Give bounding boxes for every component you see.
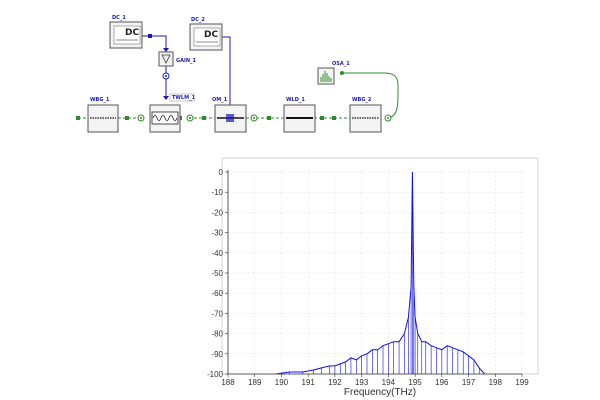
x-tick-label: 198 xyxy=(489,378,503,387)
spectrum-icon xyxy=(320,71,332,82)
y-tick-label: -30 xyxy=(211,229,223,238)
y-tick-label: -100 xyxy=(207,370,224,379)
port[interactable] xyxy=(332,116,336,120)
x-tick-label: 196 xyxy=(435,378,449,387)
wbg2-block[interactable]: WBG_2 xyxy=(349,97,382,133)
y-tick-label: -20 xyxy=(211,208,223,217)
y-tick-label: -40 xyxy=(211,249,223,258)
wbg1-block[interactable]: WBG_1 xyxy=(87,97,119,133)
x-axis-label: Frequency(THz) xyxy=(344,387,416,398)
osa-block[interactable]: OSA_1 xyxy=(317,61,350,85)
x-tick-label: 192 xyxy=(328,378,342,387)
schematic: DC DC_1 DC DC_2 GAIN_1 WBG_1 TWLM_1 OM_1 xyxy=(76,15,399,133)
twlm1-label: TWLM_1 xyxy=(172,95,196,101)
wbg2-label: WBG_2 xyxy=(352,97,372,103)
spectrum-trace xyxy=(276,171,485,375)
gain1-label: GAIN_1 xyxy=(176,58,197,64)
twlm-block[interactable]: TWLM_1 xyxy=(149,93,196,133)
x-tick-labels: 188 189 190 191 192 193 194 195 196 197 198 199 xyxy=(221,374,529,387)
dc-source-1[interactable]: DC DC_1 xyxy=(109,15,143,49)
port[interactable] xyxy=(267,116,271,120)
amplifier-icon xyxy=(161,54,171,64)
port[interactable] xyxy=(202,116,206,120)
dc-source-2[interactable]: DC DC_2 xyxy=(189,17,223,51)
dc2-label: DC_2 xyxy=(191,17,205,23)
gain-block[interactable]: GAIN_1 xyxy=(158,51,197,67)
y-tick-label: -50 xyxy=(211,269,223,278)
y-tick-label: -60 xyxy=(211,289,223,298)
dc-text: DC xyxy=(204,30,218,40)
osa1-label: OSA_1 xyxy=(332,61,350,67)
x-tick-label: 195 xyxy=(408,378,422,387)
x-tick-label: 191 xyxy=(302,378,316,387)
om-block[interactable]: OM_1 xyxy=(212,97,247,133)
laser-icon xyxy=(152,115,178,121)
dc-text: DC xyxy=(125,28,139,38)
y-tick-labels: 0 -10 -20 -30 -40 -50 -60 -70 -80 -90 -100 xyxy=(207,168,228,379)
wld1-label: WLD_1 xyxy=(286,97,305,103)
y-tick-label: -80 xyxy=(211,330,223,339)
port[interactable] xyxy=(125,116,129,120)
x-tick-label: 193 xyxy=(355,378,369,387)
y-tick-label: 0 xyxy=(219,168,224,177)
x-tick-label: 199 xyxy=(515,378,529,387)
x-tick-label: 190 xyxy=(275,378,289,387)
osa-link xyxy=(340,72,399,119)
x-tick-label: 197 xyxy=(462,378,476,387)
port[interactable] xyxy=(320,116,324,120)
y-tick-label: -90 xyxy=(211,350,223,359)
om1-label: OM_1 xyxy=(212,97,228,103)
x-tick-label: 189 xyxy=(248,378,262,387)
x-tick-label: 194 xyxy=(382,378,396,387)
y-tick-label: -10 xyxy=(211,188,223,197)
dc1-label: DC_1 xyxy=(112,15,126,21)
wbg1-label: WBG_1 xyxy=(90,97,110,103)
wld-block[interactable]: WLD_1 xyxy=(283,97,316,133)
y-tick-label: -70 xyxy=(211,309,223,318)
x-tick-label: 188 xyxy=(221,378,235,387)
port-left[interactable] xyxy=(76,116,80,120)
plot-frame xyxy=(221,157,539,375)
